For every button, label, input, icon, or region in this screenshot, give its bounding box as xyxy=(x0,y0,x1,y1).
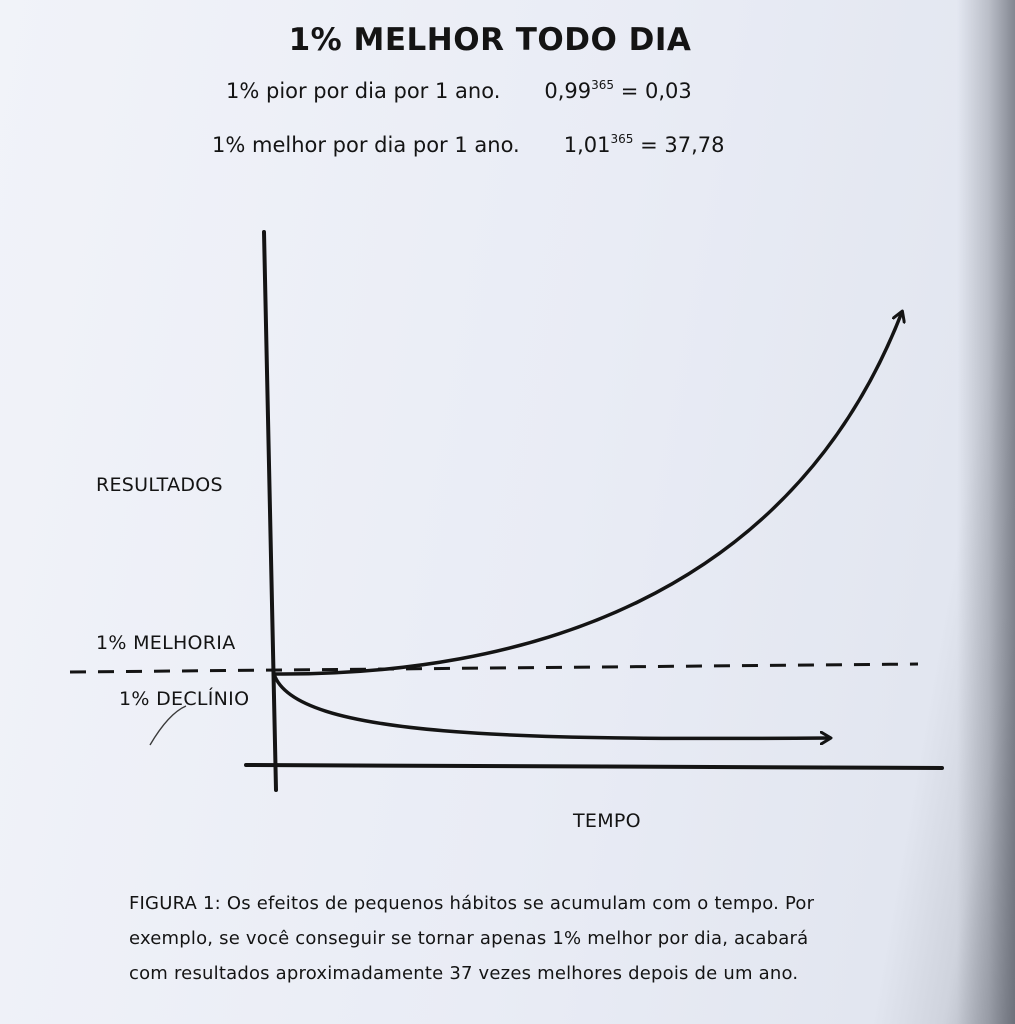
formula-better: 1% melhor por dia por 1 ano. 1,01365 = 37… xyxy=(212,132,724,157)
formula-worse-result: = 0,03 xyxy=(620,79,692,103)
formula-worse-exponent: 365 xyxy=(591,78,615,92)
formula-worse-base: 0,99 xyxy=(544,79,592,103)
pencil-mark xyxy=(149,705,187,746)
x-axis xyxy=(244,763,944,770)
figure-title: 1% MELHOR TODO DIA xyxy=(288,22,692,58)
formula-worse: 1% pior por dia por 1 ano. 0,99365 = 0,03 xyxy=(226,78,692,103)
formula-better-exponent: 365 xyxy=(610,132,634,146)
formula-worse-text: 1% pior por dia por 1 ano. xyxy=(226,79,501,103)
baseline-dashed xyxy=(69,662,919,674)
y-axis xyxy=(262,230,278,792)
formula-better-text: 1% melhor por dia por 1 ano. xyxy=(212,133,520,157)
y-axis-label: RESULTADOS xyxy=(96,474,223,496)
formula-better-result: = 37,78 xyxy=(640,133,725,157)
decline-curve xyxy=(272,672,830,738)
figure-caption: FIGURA 1: Os efeitos de pequenos hábitos… xyxy=(129,893,815,984)
x-axis-label: TEMPO xyxy=(573,810,641,832)
improvement-curve xyxy=(272,312,902,676)
decline-label: 1% DECLÍNIO xyxy=(119,688,250,710)
improvement-label: 1% MELHORIA xyxy=(96,632,236,654)
formula-better-base: 1,01 xyxy=(563,133,611,157)
page-gutter-shadow xyxy=(957,0,1015,1024)
